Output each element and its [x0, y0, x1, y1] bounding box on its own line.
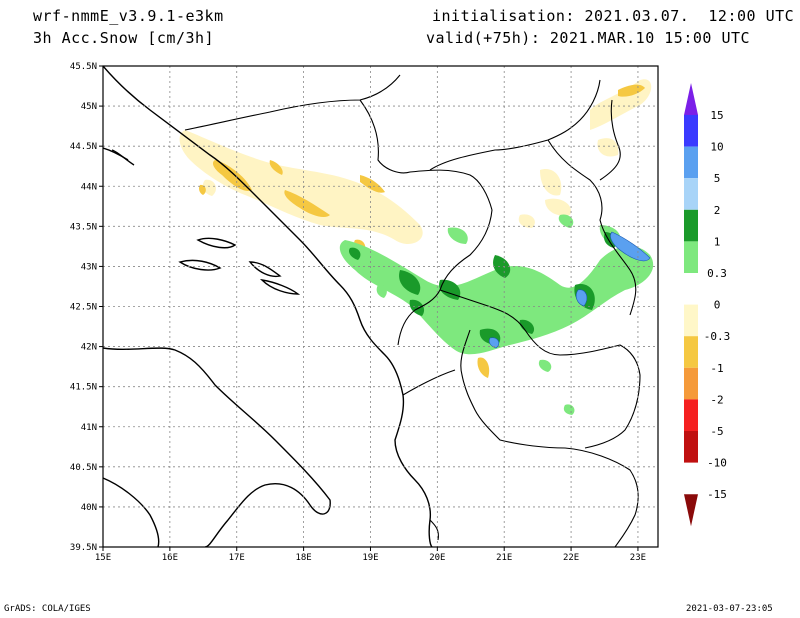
graticule	[103, 66, 658, 547]
latitude-labels: 45.5N 45N 44.5N 44N 43.5N 43N 42.5N 42N 41.5N 41N…	[70, 62, 103, 553]
lat-label: 42N	[81, 343, 97, 353]
colorbar-label: 5	[714, 172, 721, 185]
colorbar-box	[684, 178, 698, 210]
colorbar-label: -2	[710, 393, 723, 406]
colorbar-bottom-arrow	[684, 494, 698, 527]
colorbar-label: -1	[710, 362, 723, 375]
lat-label: 44.5N	[70, 142, 97, 152]
lat-label: 40N	[81, 503, 97, 513]
lon-label: 21E	[496, 553, 512, 563]
lon-label: 23E	[630, 553, 646, 563]
lat-label: 45.5N	[70, 62, 97, 72]
lon-label: 22E	[563, 553, 579, 563]
footer-timestamp: 2021-03-07-23:05	[686, 604, 773, 614]
colorbar-label: 10	[710, 141, 723, 154]
colorbar-label: 2	[714, 204, 721, 217]
colorbar: 15 10 5 2 1 0.3 0 -0.3 -1 -2 -5 -10 -15	[684, 83, 731, 527]
lat-label: 40.5N	[70, 463, 97, 473]
colorbar-box	[684, 209, 698, 242]
lat-label: 44N	[81, 182, 97, 192]
colorbar-box	[684, 336, 698, 368]
lat-label: 41.5N	[70, 383, 97, 393]
colorbar-box	[684, 273, 698, 305]
snow-field	[179, 79, 654, 415]
lat-label: 41N	[81, 423, 97, 433]
lon-label: 15E	[95, 553, 111, 563]
valid-time: valid(+75h): 2021.MAR.10 15:00 UTC	[426, 29, 751, 47]
lon-label: 16E	[162, 553, 178, 563]
lon-label: 18E	[295, 553, 311, 563]
footer-credit: GrADS: COLA/IGES	[4, 604, 91, 614]
init-time: initialisation: 2021.03.07. 12:00 UTC	[432, 7, 795, 25]
longitude-labels: 15E 16E 17E 18E 19E 20E 21E 22E 23E	[95, 547, 646, 563]
field-title: 3h Acc.Snow [cm/3h]	[33, 29, 215, 47]
colorbar-label: 0.3	[707, 267, 727, 280]
model-title: wrf-nmmE_v3.9.1-e3km	[33, 7, 224, 25]
colorbar-label: -15	[707, 488, 727, 501]
colorbar-label: -10	[707, 457, 727, 470]
colorbar-box	[684, 399, 698, 431]
lat-label: 43N	[81, 262, 97, 272]
colorbar-label: -5	[710, 425, 723, 438]
colorbar-label: 15	[710, 109, 723, 122]
colorbar-box	[684, 431, 698, 463]
lat-label: 43.5N	[70, 222, 97, 232]
coastlines	[103, 66, 433, 547]
lat-label: 42.5N	[70, 303, 97, 313]
lat-label: 45N	[81, 102, 97, 112]
colorbar-box	[684, 367, 698, 400]
colorbar-label: 0	[714, 299, 721, 312]
lon-label: 20E	[429, 553, 445, 563]
lon-label: 17E	[229, 553, 245, 563]
colorbar-box	[684, 241, 698, 273]
lon-label: 19E	[362, 553, 378, 563]
lat-label: 39.5N	[70, 543, 97, 553]
colorbar-top-arrow	[684, 83, 698, 115]
colorbar-label: -0.3	[704, 330, 731, 343]
colorbar-label: 1	[714, 235, 721, 248]
colorbar-box	[684, 146, 698, 179]
colorbar-box	[684, 115, 698, 147]
colorbar-box	[684, 304, 698, 337]
